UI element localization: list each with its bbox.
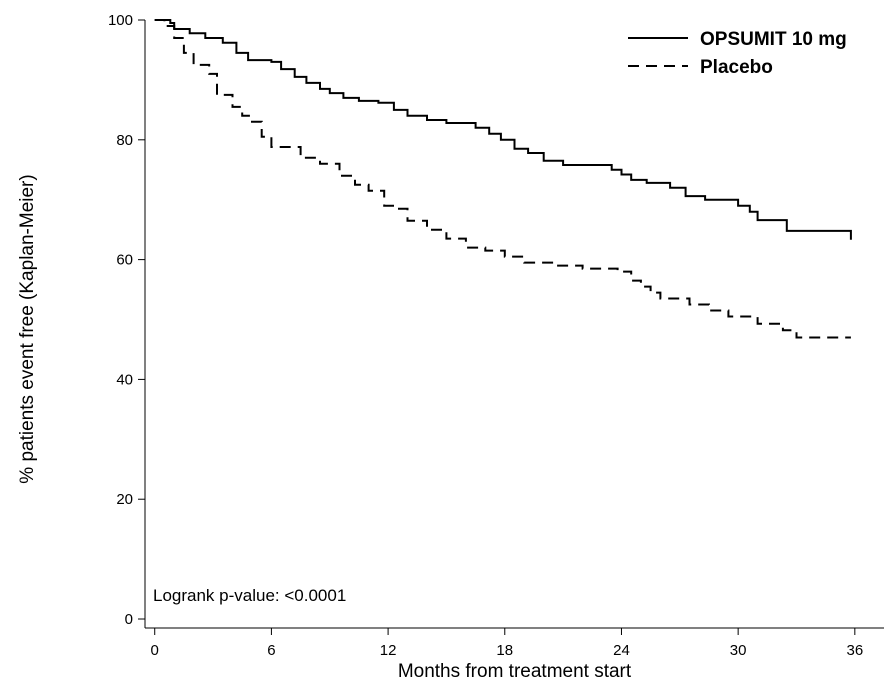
x-tick-label: 0 (151, 642, 159, 659)
logrank-annotation: Logrank p-value: <0.0001 (153, 586, 346, 605)
legend-label-placebo: Placebo (700, 57, 773, 78)
legend-label-opsumit: OPSUMIT 10 mg (700, 29, 847, 50)
y-tick-label: 60 (116, 252, 133, 269)
y-tick-label: 100 (108, 12, 133, 29)
series-layer (154, 19, 852, 339)
x-tick-label: 12 (380, 642, 397, 659)
y-axis-ticks: 0 20 40 60 80 100 (108, 12, 145, 628)
y-tick-label: 0 (125, 611, 133, 628)
y-axis-title: % patients event free (Kaplan-Meier) (17, 174, 38, 483)
x-tick-label: 6 (267, 642, 275, 659)
x-tick-label: 36 (846, 642, 863, 659)
legend: OPSUMIT 10 mg Placebo (628, 29, 847, 78)
series-line-opsumit (154, 19, 852, 240)
x-tick-label: 24 (613, 642, 630, 659)
x-axis-ticks: 0 6 12 18 24 30 36 (151, 628, 863, 659)
y-tick-label: 40 (116, 371, 133, 388)
x-tick-label: 18 (496, 642, 513, 659)
series-line-placebo (154, 19, 851, 339)
y-tick-label: 20 (116, 491, 133, 508)
y-tick-label: 80 (116, 132, 133, 149)
x-axis-title: Months from treatment start (398, 661, 632, 682)
x-tick-label: 30 (730, 642, 747, 659)
